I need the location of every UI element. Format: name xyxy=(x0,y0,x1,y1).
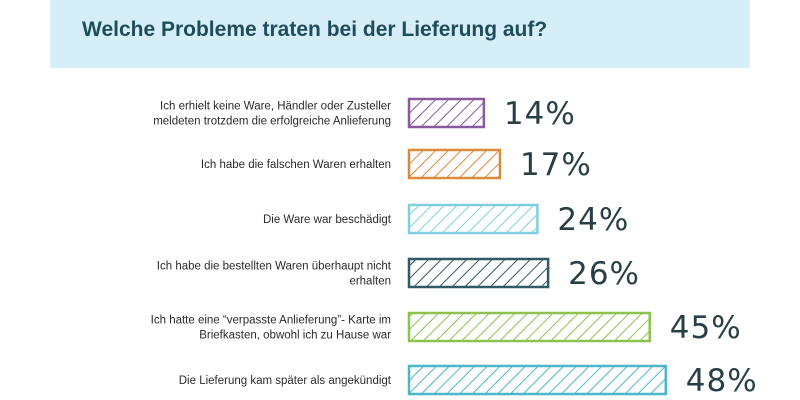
chart-title: Welche Probleme traten bei der Lieferung… xyxy=(82,18,548,41)
category-label: Ich hatte eine “verpasste Anlieferung”- … xyxy=(151,315,392,342)
category-label: Die Ware war beschädigt xyxy=(263,214,392,226)
bar xyxy=(407,311,651,343)
value-label: 14% xyxy=(504,96,576,132)
value-label: 45% xyxy=(670,310,742,346)
title-banner: Welche Probleme traten bei der Lieferung… xyxy=(50,0,750,68)
bar xyxy=(407,148,502,180)
bar xyxy=(407,97,486,129)
bar xyxy=(407,364,668,396)
value-label: 24% xyxy=(557,202,629,238)
value-label: 26% xyxy=(568,256,640,292)
value-label: 17% xyxy=(520,147,592,183)
category-label: Ich habe die falschen Waren erhalten xyxy=(201,159,391,171)
value-label: 48% xyxy=(686,363,758,399)
category-label: Ich habe die bestellten Waren überhaupt … xyxy=(157,261,392,288)
category-label: Die Lieferung kam später als angekündigt xyxy=(179,375,392,387)
category-label: Ich erhielt keine Ware, Händler oder Zus… xyxy=(153,101,391,128)
bar xyxy=(407,203,539,235)
bar xyxy=(407,257,550,289)
